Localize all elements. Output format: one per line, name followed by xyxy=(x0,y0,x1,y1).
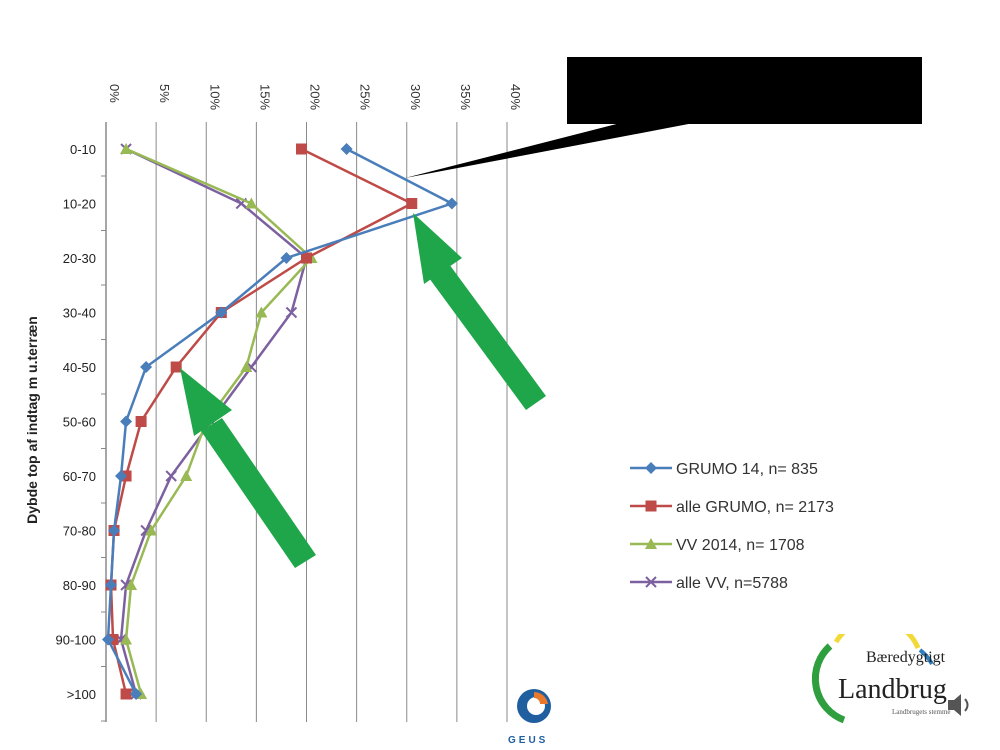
data-point xyxy=(115,470,128,482)
arrow-top-shaft xyxy=(429,264,546,410)
data-point xyxy=(406,198,418,209)
speaker-body xyxy=(948,694,961,716)
data-point xyxy=(245,197,258,209)
y-tick-label: 10-20 xyxy=(63,197,96,212)
speaker-icon[interactable] xyxy=(948,694,969,716)
series-0 xyxy=(102,143,458,700)
gridlines xyxy=(105,122,508,722)
series-1 xyxy=(105,143,418,700)
arrow-bottom-head xyxy=(180,368,232,436)
data-point xyxy=(130,688,143,700)
data-point xyxy=(295,143,307,155)
data-point xyxy=(255,306,268,318)
data-point xyxy=(280,252,293,264)
y-tick-label: 80-90 xyxy=(63,578,96,593)
legend: GRUMO 14, n= 835 alle GRUMO, n= 2173 VV 20… xyxy=(630,461,834,592)
x-tick-label: 25% xyxy=(358,84,373,110)
data-point xyxy=(120,415,133,428)
y-tick-label: 0-10 xyxy=(70,142,96,157)
baeredygtigt-landbrug-logo: Bæredygtigt Landbrug Landbrugets stemme xyxy=(811,634,969,724)
y-tick-label: >100 xyxy=(67,687,96,702)
data-point xyxy=(145,524,158,536)
logo-arc-green xyxy=(811,643,846,724)
data-point xyxy=(105,579,118,591)
legend-entry: alle VV, n=5788 xyxy=(630,575,788,592)
x-tick-label: 30% xyxy=(408,84,423,110)
series-lines xyxy=(102,143,458,700)
legend-entry: alle GRUMO, n= 2173 xyxy=(630,499,834,516)
geus-logo: GEUS xyxy=(508,689,551,746)
y-tick-label: 60-70 xyxy=(63,469,96,484)
arrow-top xyxy=(413,213,546,410)
legend-entry: VV 2014, n= 1708 xyxy=(630,537,805,554)
y-tick-label: 20-30 xyxy=(63,251,96,266)
y-axis-label: Dybde top af indtag m u.terræn xyxy=(24,316,40,524)
x-tick-label: 5% xyxy=(157,84,172,103)
data-point xyxy=(285,306,298,319)
logo-tagline: Landbrugets stemme xyxy=(892,708,951,716)
y-tick-label: 50-60 xyxy=(63,415,96,430)
legend-label: VV 2014, n= 1708 xyxy=(676,537,805,554)
arrow-bottom-shaft xyxy=(201,418,316,568)
legend-label: alle VV, n=5788 xyxy=(676,575,788,592)
data-point xyxy=(135,416,147,427)
data-point xyxy=(170,361,182,373)
data-point xyxy=(645,462,657,474)
y-tick-label: 90-100 xyxy=(56,633,96,648)
data-point xyxy=(645,576,657,588)
x-tick-label: 0% xyxy=(107,84,122,103)
x-tick-label: 35% xyxy=(458,84,473,110)
x-tick-label: 15% xyxy=(257,84,272,110)
x-tick-label: 20% xyxy=(308,84,323,110)
data-point xyxy=(140,361,153,373)
data-point xyxy=(240,361,253,372)
x-tick-label: 40% xyxy=(508,84,523,110)
data-point xyxy=(340,143,353,155)
logo-text-line1: Bæredygtigt xyxy=(866,649,946,666)
data-point xyxy=(645,500,657,512)
data-point xyxy=(102,633,115,646)
x-axis-ticks: 0% 5% 10% 15% 20% 25% 30% 35% 40% xyxy=(107,84,523,110)
data-point xyxy=(108,524,121,537)
y-tick-label: 70-80 xyxy=(63,524,96,539)
data-point xyxy=(125,579,138,590)
data-point xyxy=(120,633,133,645)
x-tick-label: 10% xyxy=(207,84,222,110)
speaker-wave xyxy=(964,698,969,712)
data-point xyxy=(301,252,312,264)
y-tick-label: 30-40 xyxy=(63,306,96,321)
logo-arc-yellow xyxy=(833,634,921,650)
arrow-top-head xyxy=(413,213,462,284)
y-axis-ticks: 0-10 10-20 20-30 30-40 40-50 50-60 60-70 70-80 8… xyxy=(56,142,106,722)
callout-pointer xyxy=(405,118,720,178)
legend-entry: GRUMO 14, n= 835 xyxy=(630,461,818,478)
legend-label: GRUMO 14, n= 835 xyxy=(676,461,818,478)
geus-logo-orange xyxy=(534,691,548,704)
arrow-bottom xyxy=(180,368,316,568)
geus-logo-text: GEUS xyxy=(508,735,548,746)
data-point xyxy=(215,306,228,319)
legend-label: alle GRUMO, n= 2173 xyxy=(676,499,834,516)
data-point xyxy=(645,538,657,549)
data-point xyxy=(165,470,177,482)
data-point xyxy=(445,197,458,210)
data-point xyxy=(120,688,132,700)
data-point xyxy=(120,143,133,154)
y-tick-label: 40-50 xyxy=(63,360,96,375)
data-point xyxy=(180,470,193,481)
logo-text-line2: Landbrug xyxy=(838,674,947,705)
callout-box xyxy=(567,57,922,124)
logo-arc-blue xyxy=(918,648,934,666)
